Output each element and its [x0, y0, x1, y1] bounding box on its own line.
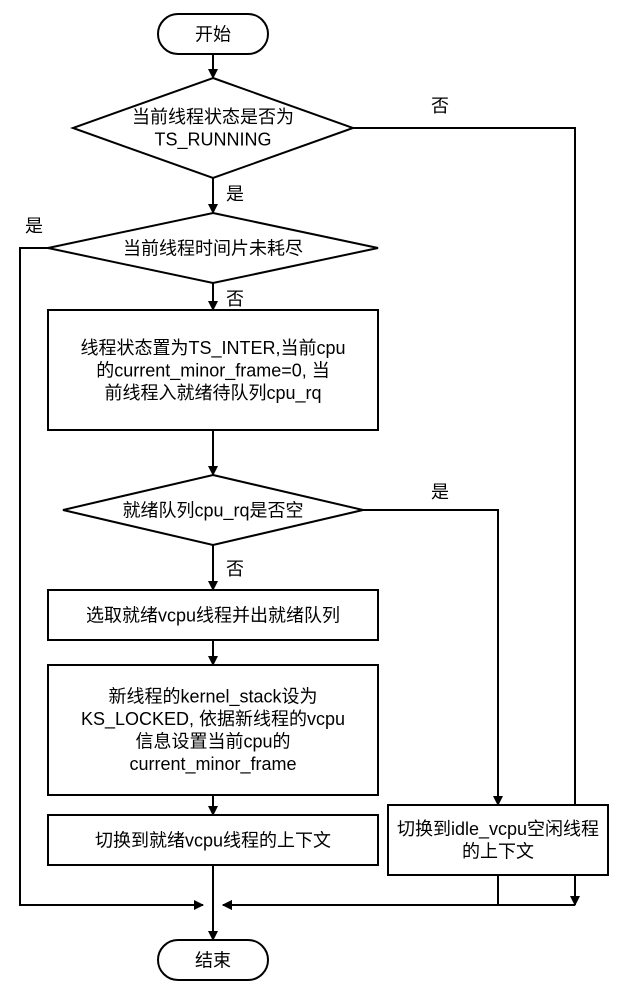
svg-text:新线程的kernel_stack设为: 新线程的kernel_stack设为 — [108, 687, 317, 708]
edge-label-7: 是 — [431, 482, 449, 502]
svg-text:的上下文: 的上下文 — [462, 842, 534, 862]
svg-text:current_minor_frame: current_minor_frame — [129, 754, 296, 775]
svg-text:线程状态置为TS_INTER,当前cpu: 线程状态置为TS_INTER,当前cpu — [80, 338, 345, 359]
svg-text:结束: 结束 — [195, 950, 231, 970]
node-d3: 就绪队列cpu_rq是否空 — [63, 475, 363, 545]
edge-label-1: 是 — [226, 184, 244, 204]
edge-label-3: 否 — [226, 289, 244, 309]
edge-2 — [353, 128, 575, 905]
node-d1: 当前线程状态是否为 TS_RUNNING — [73, 78, 353, 178]
node-p3: 新线程的kernel_stack设为KS_LOCKED, 依据新线程的vcpu信… — [48, 665, 378, 795]
edge-label-6: 否 — [226, 559, 244, 579]
node-p2: 选取就绪vcpu线程并出就绪队列 — [48, 590, 378, 640]
svg-text:的current_minor_frame=0, 当: 的current_minor_frame=0, 当 — [96, 360, 330, 381]
node-p4: 切换到就绪vcpu线程的上下文 — [48, 815, 378, 865]
edge-11 — [223, 875, 498, 905]
node-d2: 当前线程时间片未耗尽 — [48, 213, 378, 283]
node-end: 结束 — [158, 940, 268, 980]
svg-text:开始: 开始 — [195, 24, 231, 44]
svg-text:就绪队列cpu_rq是否空: 就绪队列cpu_rq是否空 — [122, 500, 303, 521]
svg-text:当前线程时间片未耗尽: 当前线程时间片未耗尽 — [123, 238, 303, 258]
svg-text:切换到idle_vcpu空闲线程: 切换到idle_vcpu空闲线程 — [397, 819, 599, 840]
node-start: 开始 — [158, 14, 268, 54]
edge-label-4: 是 — [25, 216, 43, 236]
node-p1: 线程状态置为TS_INTER,当前cpu的current_minor_frame… — [48, 310, 378, 430]
edge-label-2: 否 — [431, 96, 449, 116]
svg-text:前线程入就绪待队列cpu_rq: 前线程入就绪待队列cpu_rq — [104, 383, 321, 404]
svg-text:KS_LOCKED, 依据新线程的vcpu: KS_LOCKED, 依据新线程的vcpu — [81, 709, 345, 730]
svg-text:选取就绪vcpu线程并出就绪队列: 选取就绪vcpu线程并出就绪队列 — [86, 605, 340, 625]
edge-7 — [363, 510, 498, 805]
svg-text:TS_RUNNING: TS_RUNNING — [154, 130, 271, 151]
svg-text:切换到就绪vcpu线程的上下文: 切换到就绪vcpu线程的上下文 — [95, 830, 331, 850]
svg-text:当前线程状态是否为: 当前线程状态是否为 — [132, 107, 294, 127]
svg-text:信息设置当前cpu的: 信息设置当前cpu的 — [135, 732, 290, 752]
node-p5: 切换到idle_vcpu空闲线程的上下文 — [388, 805, 608, 875]
nodes-layer: 开始当前线程状态是否为 TS_RUNNING 当前线程时间片未耗尽线程状态置为TS_… — [48, 14, 608, 980]
